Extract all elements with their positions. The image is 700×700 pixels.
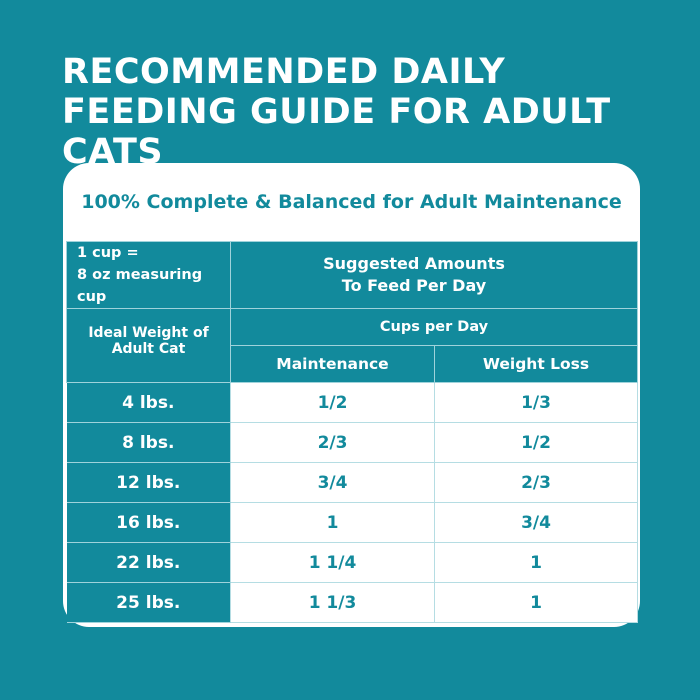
maintenance-cell: 1 1/4 [230,542,435,583]
suggested-amounts-header: Suggested Amounts To Feed Per Day [230,241,638,309]
weight-loss-cell: 1/2 [434,422,638,463]
weight-cell: 16 lbs. [66,502,231,543]
weight-cell: 12 lbs. [66,462,231,503]
suggested-line2: To Feed Per Day [341,276,487,295]
maintenance-header: Maintenance [230,345,435,383]
weight-cell: 22 lbs. [66,542,231,583]
cup-note-line1: 1 cup = [77,245,139,261]
maintenance-cell: 1 1/3 [230,582,435,623]
table-row: 8 lbs. 2/3 1/2 [66,422,638,463]
cups-per-day-header: Cups per Day [230,308,638,346]
table-row: 4 lbs. 1/2 1/3 [66,382,638,423]
weight-loss-header: Weight Loss [434,345,638,383]
cup-note-line2: 8 oz measuring cup [77,267,203,305]
weight-cell: 8 lbs. [66,422,231,463]
cup-note: 1 cup = 8 oz measuring cup [66,241,231,309]
weight-loss-cell: 2/3 [434,462,638,503]
weight-cell: 25 lbs. [66,582,231,623]
page-title: RECOMMENDED DAILY FEEDING GUIDE FOR ADUL… [62,52,611,172]
weight-header: Ideal Weight of Adult Cat [66,308,231,383]
table-row: 25 lbs. 1 1/3 1 [66,582,638,623]
table-row: 16 lbs. 1 3/4 [66,502,638,543]
weight-loss-cell: 1 [434,542,638,583]
weight-loss-cell: 3/4 [434,502,638,543]
maintenance-cell: 1/2 [230,382,435,423]
feeding-table: 1 cup = 8 oz measuring cup Suggested Amo… [66,241,638,623]
suggested-line1: Suggested Amounts [323,254,505,273]
table-row: 22 lbs. 1 1/4 1 [66,542,638,583]
card-subtitle: 100% Complete & Balanced for Adult Maint… [81,191,622,213]
maintenance-cell: 3/4 [230,462,435,503]
table-row: 12 lbs. 3/4 2/3 [66,462,638,503]
maintenance-cell: 1 [230,502,435,543]
weight-cell: 4 lbs. [66,382,231,423]
weight-loss-cell: 1/3 [434,382,638,423]
maintenance-cell: 2/3 [230,422,435,463]
weight-loss-cell: 1 [434,582,638,623]
